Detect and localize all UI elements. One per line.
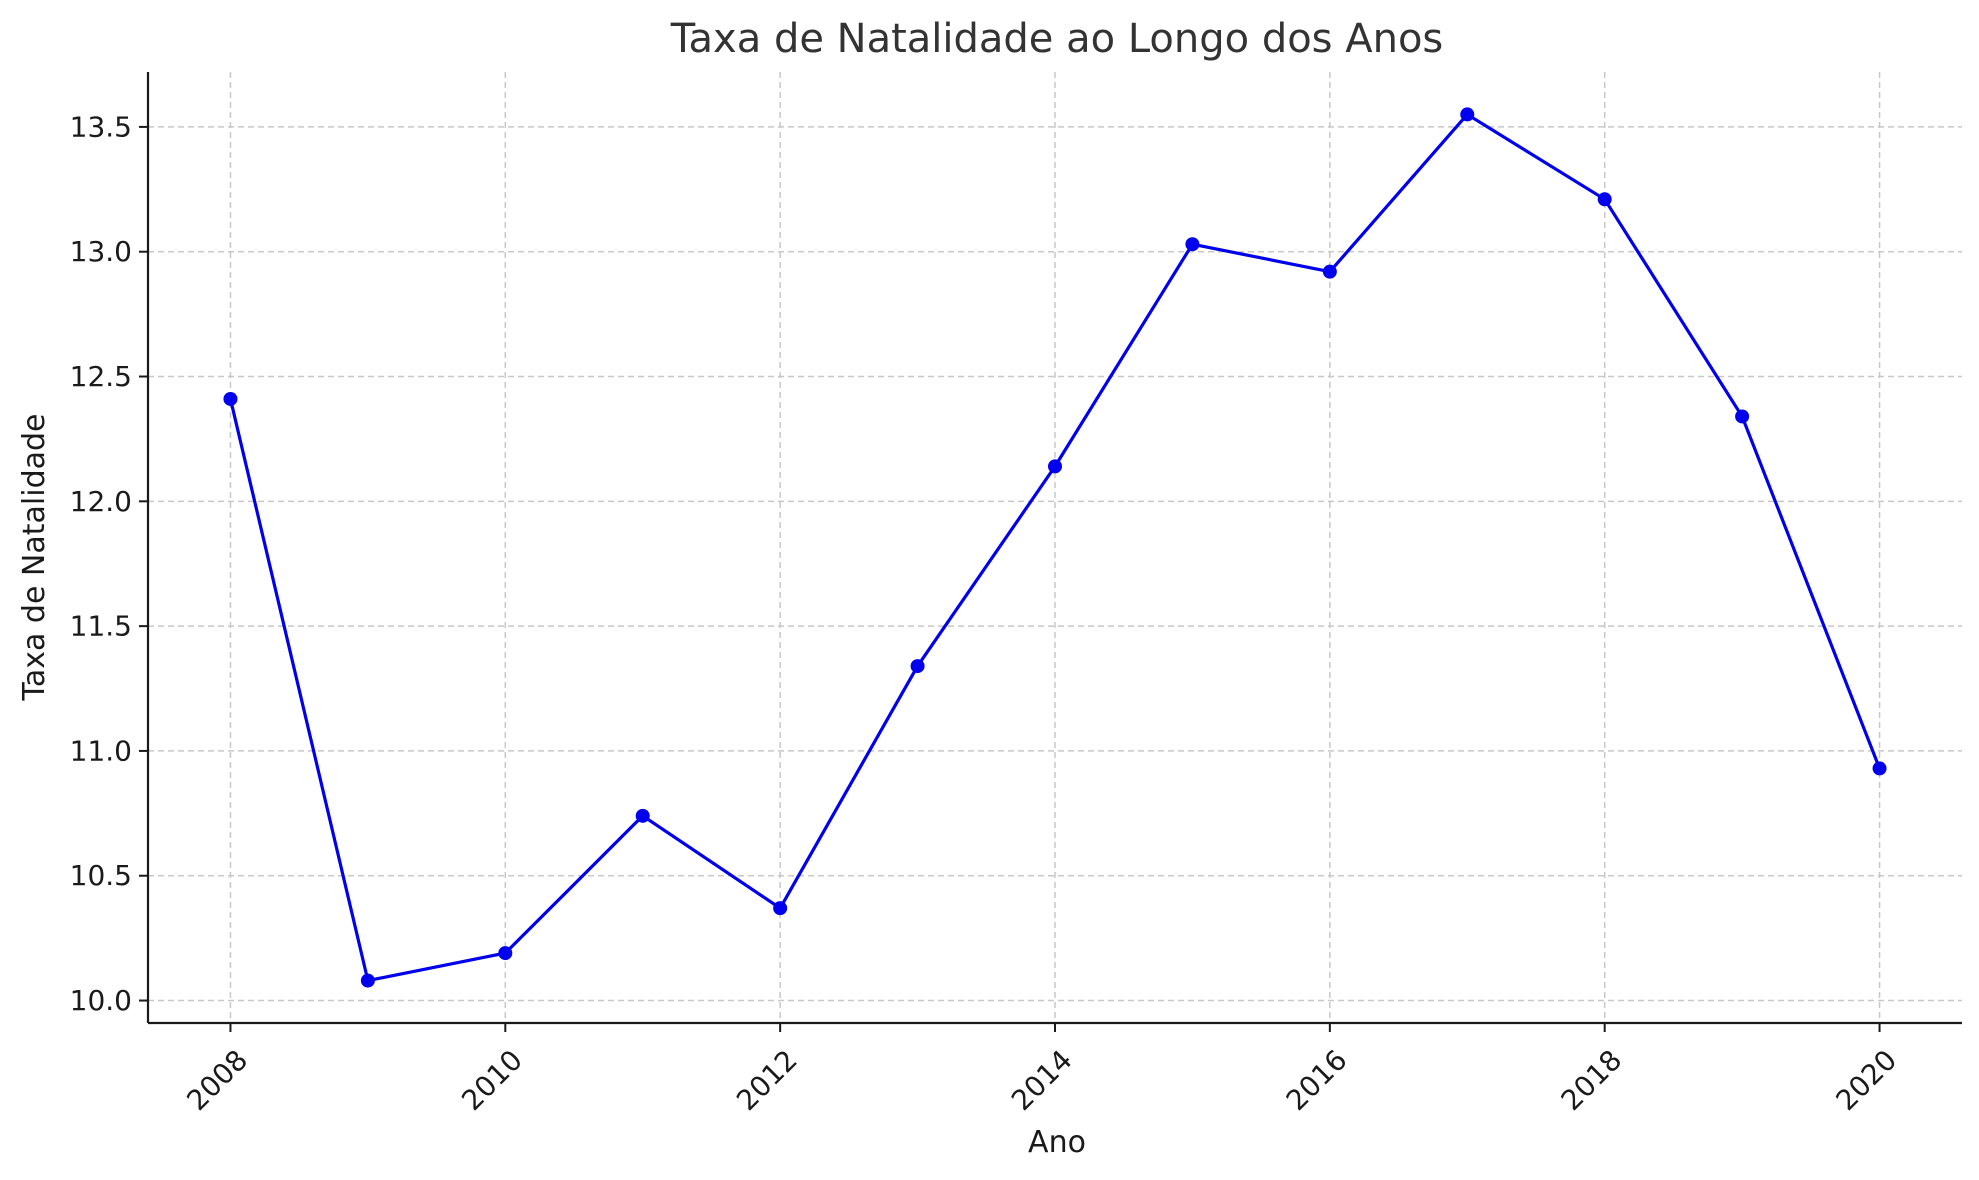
data-point — [1872, 761, 1887, 776]
y-tick-label: 12.5 — [70, 360, 132, 393]
y-tick-label: 13.5 — [70, 110, 132, 143]
series-layer — [223, 107, 1887, 988]
data-point — [773, 901, 788, 916]
y-tick-label: 10.0 — [70, 984, 132, 1017]
data-point — [498, 946, 513, 961]
y-tick-label: 12.0 — [70, 485, 132, 518]
y-tick-label: 10.5 — [70, 859, 132, 892]
data-point — [360, 973, 375, 988]
x-tick-label: 2012 — [730, 1043, 804, 1117]
data-point — [1185, 237, 1200, 252]
x-axis-label: Ano — [1028, 1125, 1086, 1160]
x-tick-label: 2010 — [455, 1043, 529, 1117]
x-tick-label: 2008 — [180, 1043, 254, 1117]
data-point — [1048, 459, 1062, 474]
y-tick-label: 13.0 — [70, 235, 132, 268]
data-point — [223, 391, 238, 406]
y-tick-label: 11.5 — [70, 610, 132, 643]
data-point — [1322, 264, 1337, 279]
x-tick-label: 2020 — [1829, 1043, 1903, 1117]
data-point — [1597, 192, 1612, 207]
data-point — [1460, 107, 1475, 122]
data-point — [1735, 409, 1750, 424]
x-tick-label: 2014 — [1005, 1043, 1079, 1117]
y-axis-label: Taxa de Natalidade — [17, 413, 52, 701]
data-point — [635, 808, 650, 823]
y-tick-label: 11.0 — [70, 734, 132, 767]
ticks: 2008 2010 2012 2014 2016 2018 2020 10.0 10.5 11.0… — [70, 110, 1904, 1117]
chart-title: Taxa de Natalidade ao Longo dos Anos — [670, 16, 1444, 62]
grid — [148, 72, 1962, 1023]
x-tick-label: 2018 — [1555, 1043, 1629, 1117]
data-point — [910, 659, 925, 674]
x-tick-label: 2016 — [1280, 1043, 1354, 1117]
